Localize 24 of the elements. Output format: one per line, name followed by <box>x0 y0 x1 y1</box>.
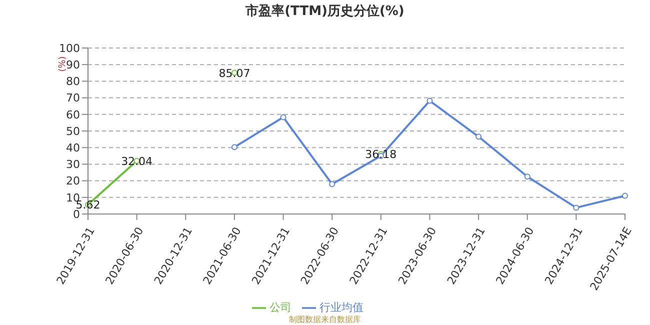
point <box>573 204 580 211</box>
point <box>426 98 433 104</box>
y-tick-label: 0 <box>73 208 80 221</box>
y-tick-label: 80 <box>66 75 80 88</box>
text: 制图数据来自数据库 <box>288 314 362 325</box>
y-tick-label: 40 <box>66 142 80 155</box>
y-tick-label: 20 <box>66 174 80 188</box>
point <box>524 174 530 180</box>
chart-title: 市盈率(TTM)历史分位(%) <box>244 2 406 20</box>
legend-label: 行业均值 <box>320 301 364 314</box>
legend-label: 公司 <box>270 301 292 314</box>
y-tick-label: 100 <box>59 42 80 55</box>
y-tick-label: 70 <box>66 92 80 105</box>
y-tick-label: 50 <box>66 124 80 138</box>
point <box>329 181 336 188</box>
point <box>280 114 286 120</box>
y-tick-label: 90 <box>66 58 80 72</box>
y-axis-title: (%) <box>58 56 68 72</box>
point <box>231 144 238 150</box>
y-tick-label: 60 <box>66 108 80 122</box>
point <box>476 134 482 140</box>
point <box>622 192 628 199</box>
data-label: 85.07 <box>218 66 250 80</box>
y-tick-label: 30 <box>66 158 80 172</box>
